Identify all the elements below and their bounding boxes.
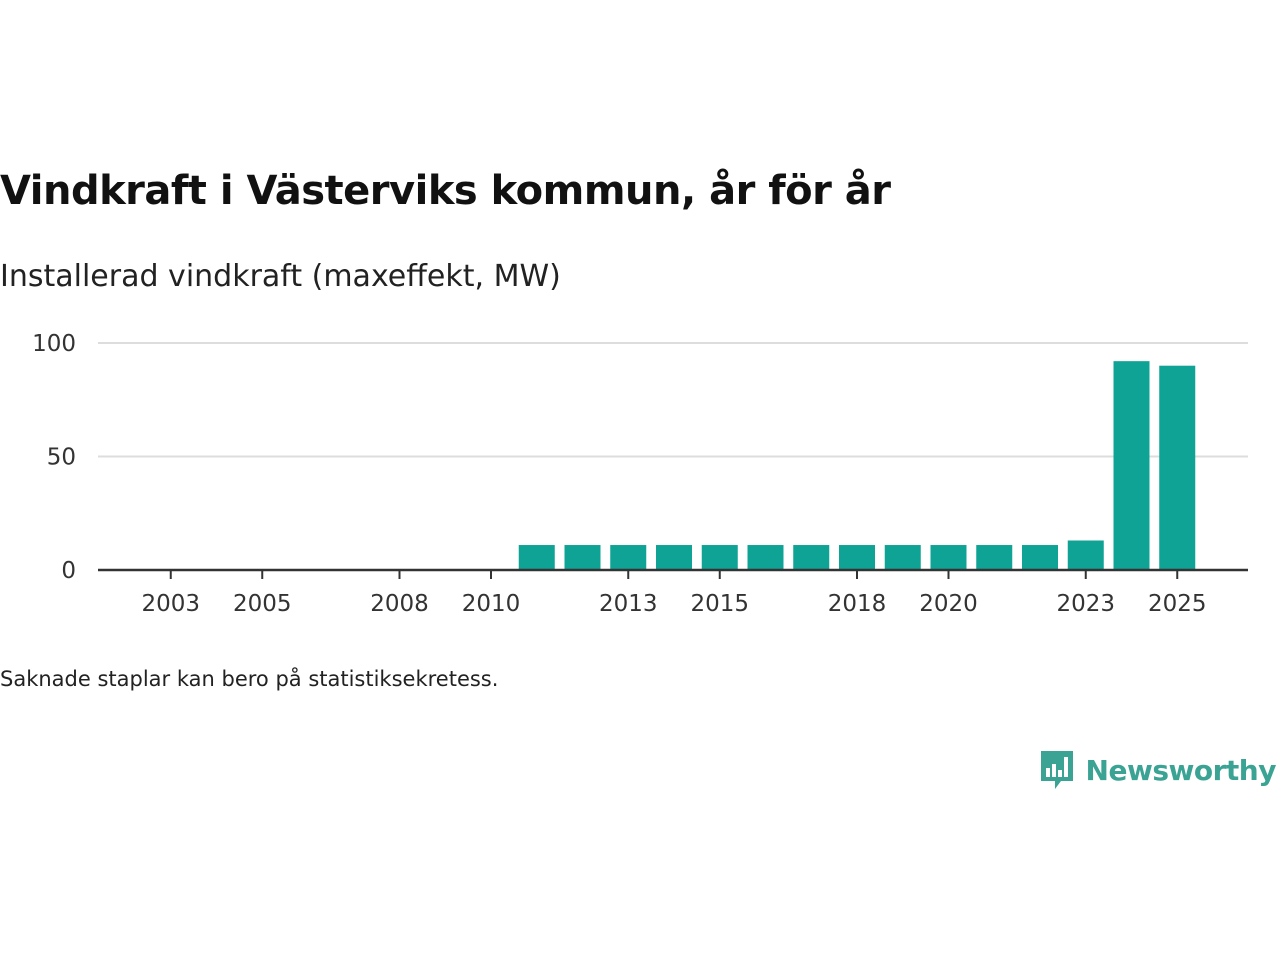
bar-2015: [702, 545, 738, 570]
y-tick-label: 100: [32, 331, 76, 357]
chart-title: Vindkraft i Västerviks kommun, år för år: [0, 168, 891, 214]
bar-2023: [1068, 540, 1104, 570]
bar-2013: [610, 545, 646, 570]
x-tick-label: 2003: [141, 591, 200, 617]
chart-subtitle: Installerad vindkraft (maxeffekt, MW): [0, 259, 561, 294]
brand-logo: Newsworthy: [1038, 748, 1276, 792]
footnote: Saknade staplar kan bero på statistiksek…: [0, 667, 498, 691]
bar-2019: [885, 545, 921, 570]
x-tick-label: 2020: [919, 591, 978, 617]
bar-2022: [1022, 545, 1058, 570]
bar-2017: [793, 545, 829, 570]
x-tick-label: 2013: [599, 591, 658, 617]
x-tick-label: 2005: [233, 591, 292, 617]
brand-name: Newsworthy: [1086, 754, 1276, 787]
y-tick-label: 50: [47, 445, 76, 471]
x-tick-label: 2008: [370, 591, 429, 617]
bar-2024: [1114, 361, 1150, 570]
bar-2016: [748, 545, 784, 570]
y-tick-label: 0: [61, 558, 76, 584]
x-tick-label: 2015: [690, 591, 749, 617]
bar-2020: [931, 545, 967, 570]
bar-2021: [976, 545, 1012, 570]
x-tick-label: 2010: [462, 591, 521, 617]
x-tick-label: 2025: [1148, 591, 1207, 617]
bar-2018: [839, 545, 875, 570]
bar-2014: [656, 545, 692, 570]
bar-chart: 0 50 100 2003 2005 2008 2010 2013 2015 2018 2020 20…: [0, 320, 1260, 620]
x-tick-label: 2018: [828, 591, 887, 617]
bar-chart-speech-bubble-icon: [1038, 748, 1076, 792]
bar-2025: [1159, 366, 1195, 570]
bar-2011: [519, 545, 555, 570]
x-tick-label: 2023: [1056, 591, 1115, 617]
bar-2012: [565, 545, 601, 570]
